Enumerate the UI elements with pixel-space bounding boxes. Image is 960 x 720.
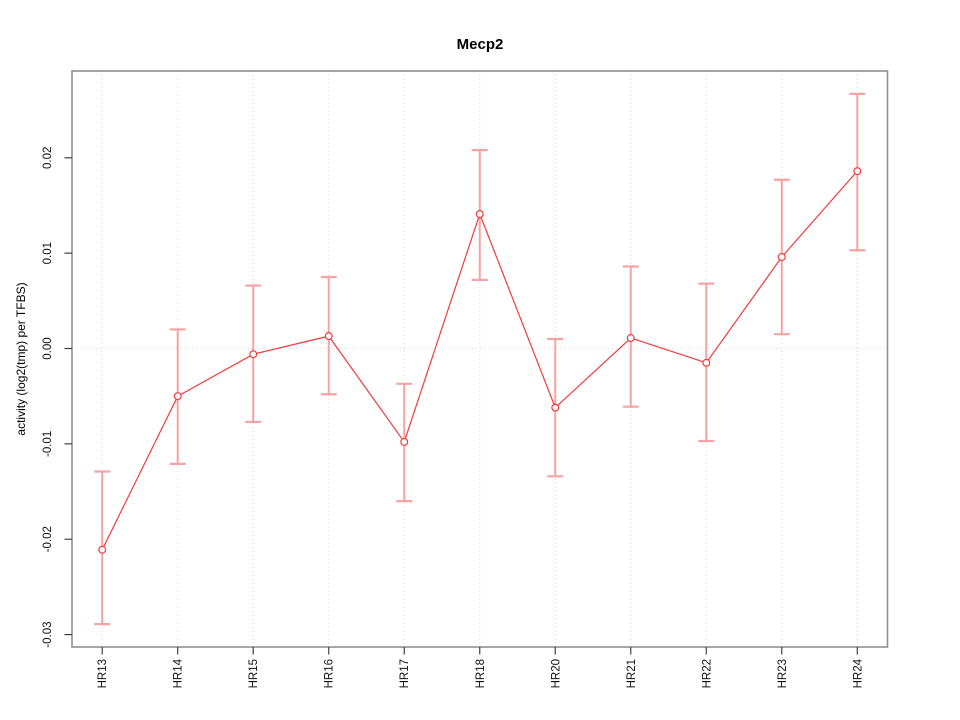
x-tick-label: HR17: [399, 659, 411, 688]
data-point: [98, 545, 107, 554]
x-tick-label: HR20: [550, 659, 562, 688]
data-point: [626, 334, 635, 343]
data-point: [324, 332, 333, 341]
data-point: [551, 403, 560, 412]
x-tick-label: HR23: [777, 659, 789, 688]
data-point: [475, 210, 484, 219]
data-point: [777, 252, 786, 261]
x-tick-label: HR16: [324, 659, 336, 688]
data-point: [400, 437, 409, 446]
y-tick-label: 0.01: [42, 242, 54, 264]
x-tick-label: HR21: [626, 659, 638, 688]
data-point: [249, 350, 258, 359]
data-point: [853, 167, 862, 176]
y-tick-label: -0.01: [42, 431, 54, 457]
x-tick-label: HR24: [852, 658, 864, 688]
x-tick-label: HR15: [248, 659, 260, 688]
x-tick-label: HR18: [475, 659, 487, 688]
x-tick-label: HR14: [173, 658, 185, 688]
y-tick-label: 0.02: [42, 147, 54, 169]
y-tick-label: -0.02: [42, 526, 54, 552]
data-point: [173, 392, 182, 401]
x-tick-label: HR22: [701, 659, 713, 688]
data-point: [702, 358, 711, 367]
chart-title: Mecp2: [456, 36, 504, 53]
x-tick-label: HR13: [97, 659, 109, 688]
y-tick-label: -0.03: [42, 621, 54, 647]
y-tick-label: 0.00: [42, 337, 54, 359]
